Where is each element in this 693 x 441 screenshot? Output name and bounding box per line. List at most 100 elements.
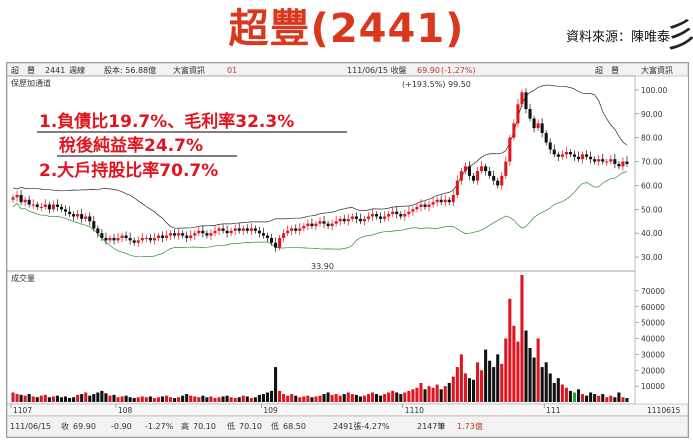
volume-bar	[589, 392, 593, 402]
candle-body	[350, 216, 354, 219]
volume-bar	[144, 397, 148, 402]
stock-chart: 超 豐 2441 週線 股本: 56.88億 大富資訊 01 111/06/15…	[6, 62, 689, 438]
candle-body	[375, 214, 379, 217]
candle-body	[391, 211, 395, 215]
volume-bar	[209, 396, 213, 402]
candle-body	[334, 221, 338, 224]
volume-bar	[576, 389, 581, 402]
volume-bar	[447, 382, 451, 402]
volume-bar	[128, 397, 132, 402]
volume-bar	[399, 394, 403, 402]
candle-body	[330, 223, 334, 227]
candle-body	[31, 204, 35, 206]
volume-bar	[475, 362, 480, 402]
volume-bar	[500, 363, 504, 402]
volume-bar	[197, 397, 201, 402]
volume-bar	[585, 395, 589, 402]
change-info: (-1.27%)	[441, 66, 476, 75]
volume-bar	[463, 373, 467, 402]
volume-bar	[306, 395, 310, 402]
footer-change: -0.90	[111, 422, 132, 431]
volume-bar	[379, 395, 383, 402]
volume-bar	[156, 397, 160, 402]
candle-body	[181, 233, 185, 236]
candle-body	[39, 206, 43, 208]
candle-body	[144, 237, 148, 239]
candle-body	[366, 216, 371, 219]
volume-tick-label: 70000	[641, 287, 665, 296]
candle-body	[290, 228, 294, 231]
footer-date: 111/06/15	[10, 422, 51, 431]
candle-body	[589, 156, 593, 160]
chart-period: 週線	[69, 65, 85, 75]
candle-body	[193, 233, 197, 236]
volume-bar	[443, 386, 447, 402]
x-tick-label: 109	[263, 406, 278, 415]
candle-body	[443, 199, 447, 203]
candle-body	[463, 166, 467, 172]
candle-body	[407, 211, 411, 215]
volume-bar	[496, 354, 500, 402]
candle-body	[35, 204, 39, 207]
volume-axis: 70000 60000 50000 40000 30000 20000 10000	[635, 287, 665, 391]
candle-body	[136, 240, 140, 243]
volume-bar	[116, 397, 120, 402]
candle-body	[265, 235, 270, 238]
candle-body	[92, 221, 96, 229]
candle-body	[294, 228, 298, 231]
candle-body	[540, 123, 544, 133]
volume-bar	[160, 396, 165, 402]
candle-body	[43, 204, 47, 207]
volume-bar	[257, 394, 261, 402]
candle-body	[318, 221, 322, 224]
close-info: 69.90	[417, 66, 440, 75]
volume-bar	[597, 395, 601, 402]
candle-body	[512, 123, 516, 138]
candle-body	[173, 233, 177, 236]
volume-bar	[164, 395, 169, 402]
candle-body	[399, 214, 403, 217]
volume-bar	[540, 367, 544, 402]
price-tick-label: 60.00	[641, 181, 663, 190]
x-tick-label: 1110	[405, 406, 424, 415]
volume-bar	[51, 396, 55, 402]
candle-body	[72, 214, 76, 217]
volume-bar	[282, 394, 286, 402]
volume-tick-label: 10000	[641, 382, 665, 391]
volume-tick-label: 50000	[641, 319, 665, 328]
volume-bar	[508, 298, 512, 402]
volume-bar	[55, 395, 59, 402]
volume-bar	[245, 396, 249, 402]
volume-bar	[63, 396, 68, 402]
candle-body	[286, 230, 290, 234]
volume-bar	[225, 395, 229, 402]
candle-body	[100, 233, 104, 238]
volume-bar	[23, 395, 27, 402]
volume-bar	[213, 398, 217, 402]
volume-bar	[435, 384, 439, 402]
candle-body	[169, 233, 173, 236]
x-tick-label: 108	[118, 406, 133, 415]
candle-body	[189, 235, 193, 238]
volume-bar	[108, 395, 112, 402]
candle-body	[362, 218, 366, 222]
candle-body	[197, 230, 201, 234]
candle-body	[500, 175, 504, 186]
volume-bar	[233, 398, 237, 402]
candle-body	[447, 199, 451, 203]
candle-body	[23, 199, 27, 203]
volume-bar	[11, 392, 15, 402]
x-axis: 1107 108 109 1110 111	[10, 404, 561, 415]
volume-bar	[237, 397, 241, 402]
x-axis-bar	[6, 403, 689, 417]
price-tick-label: 90.00	[641, 110, 663, 119]
candle-body	[245, 228, 249, 231]
price-tick-label: 80.00	[641, 134, 663, 143]
volume-bar	[459, 354, 463, 402]
volume-bar	[241, 395, 245, 402]
candle-body	[164, 235, 169, 238]
candle-body	[112, 237, 116, 241]
annotation-line-1: 1.負債比19.7%、毛利率32.3%	[39, 111, 294, 132]
candle-body	[116, 237, 120, 241]
candle-body	[568, 152, 572, 155]
